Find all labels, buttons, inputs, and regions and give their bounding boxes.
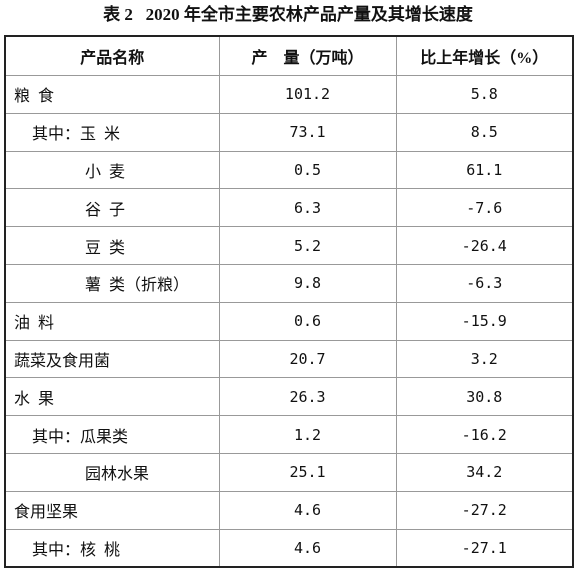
- table-row: 园林水果 25.1 34.2: [4, 452, 574, 492]
- product-name: 谷 子: [4, 188, 220, 228]
- table-row: 谷 子 6.3 -7.6: [4, 188, 574, 228]
- value-cell: 34.2: [395, 452, 574, 492]
- table-title: 表 2 2020 年全市主要农林产品产量及其增长速度: [103, 5, 473, 24]
- value-cell: -7.6: [395, 188, 574, 228]
- value-cell: 9.8: [218, 263, 397, 303]
- table-row: 油 料 0.6 -15.9: [4, 301, 574, 341]
- value-cell: 3.2: [395, 339, 574, 379]
- product-name: 小 麦: [4, 150, 220, 190]
- table-row: 小 麦 0.5 61.1: [4, 150, 574, 190]
- header-row: 产品名称 产 量（万吨） 比上年增长（%）: [4, 35, 574, 76]
- value-cell: 61.1: [395, 150, 574, 190]
- product-name: 园林水果: [4, 452, 220, 492]
- value-cell: 8.5: [395, 112, 574, 152]
- table-row: 粮 食 101.2 5.8: [4, 75, 574, 114]
- table-row: 豆 类 5.2 -26.4: [4, 226, 574, 265]
- value-cell: -6.3: [395, 263, 574, 303]
- header-cell: 产 量（万吨）: [218, 35, 397, 76]
- value-cell: 101.2: [218, 75, 397, 114]
- value-cell: -26.4: [395, 226, 574, 265]
- value-cell: 26.3: [218, 377, 397, 417]
- product-name: 其中：瓜果类: [4, 415, 220, 454]
- value-cell: -27.2: [395, 490, 574, 530]
- value-cell: 1.2: [218, 415, 397, 454]
- product-name: 其中：核 桃: [4, 528, 220, 568]
- product-name: 豆 类: [4, 226, 220, 265]
- header-cell: 比上年增长（%）: [395, 35, 574, 76]
- product-name: 蔬菜及食用菌: [4, 339, 220, 379]
- value-cell: -15.9: [395, 301, 574, 341]
- table-row: 食用坚果 4.6 -27.2: [4, 490, 574, 530]
- product-name: 薯 类（折粮）: [4, 263, 220, 303]
- value-cell: 4.6: [218, 490, 397, 530]
- value-cell: 4.6: [218, 528, 397, 568]
- value-cell: 0.5: [218, 150, 397, 190]
- value-cell: 0.6: [218, 301, 397, 341]
- value-cell: 5.2: [218, 226, 397, 265]
- product-name: 油 料: [4, 301, 220, 341]
- table-body: 粮 食 101.2 5.8 其中：玉 米 73.1 8.5 小 麦 0.5 61.1 谷 子 6.3…: [4, 75, 574, 568]
- value-cell: -16.2: [395, 415, 574, 454]
- table-row: 其中：核 桃 4.6 -27.1: [4, 528, 574, 568]
- table-row: 水 果 26.3 30.8: [4, 377, 574, 417]
- value-cell: 30.8: [395, 377, 574, 417]
- value-cell: 5.8: [395, 75, 574, 114]
- table-row: 薯 类（折粮） 9.8 -6.3: [4, 263, 574, 303]
- value-cell: 20.7: [218, 339, 397, 379]
- product-name: 其中：玉 米: [4, 112, 220, 152]
- product-name: 粮 食: [4, 75, 220, 114]
- value-cell: 25.1: [218, 452, 397, 492]
- table-row: 其中：瓜果类 1.2 -16.2: [4, 415, 574, 454]
- value-cell: -27.1: [395, 528, 574, 568]
- product-name: 水 果: [4, 377, 220, 417]
- table-row: 其中：玉 米 73.1 8.5: [4, 112, 574, 152]
- table-row: 蔬菜及食用菌 20.7 3.2: [4, 339, 574, 379]
- header-cell: 产品名称: [4, 35, 220, 76]
- value-cell: 73.1: [218, 112, 397, 152]
- product-name: 食用坚果: [4, 490, 220, 530]
- value-cell: 6.3: [218, 188, 397, 228]
